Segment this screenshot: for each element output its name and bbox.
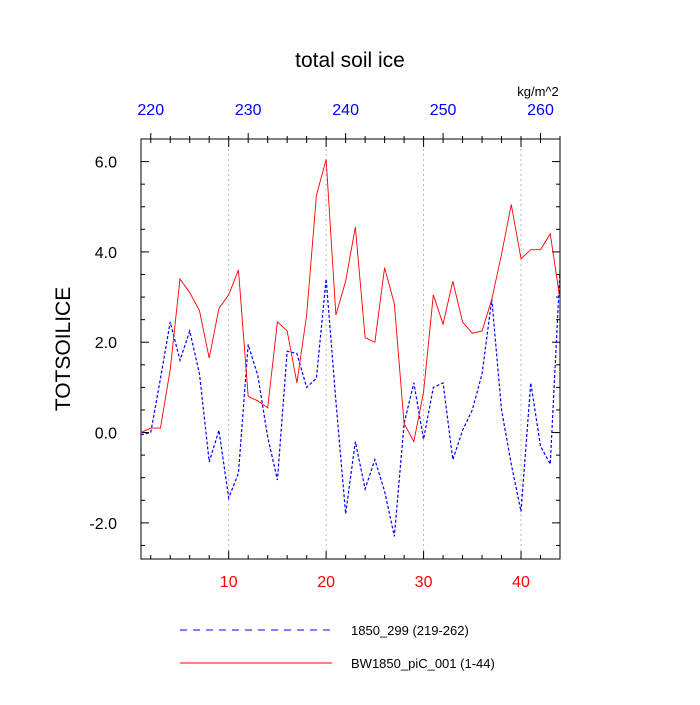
top-x-tick-label: 230 — [235, 102, 262, 119]
top-x-tick-label: 260 — [527, 102, 554, 119]
axis-tick-labels: 10 20 30 40 220 230 240 250 260 -2.0 0.0 2.0 4.0 6.0 — [89, 102, 554, 591]
series-line-bw1850-pic-001-1-44- — [141, 159, 560, 443]
y-tick-label: 6.0 — [95, 155, 117, 172]
y-tick-label: 4.0 — [95, 245, 117, 262]
y-axis-label: TOTSOILICE — [52, 287, 75, 411]
x-tick-label: 10 — [220, 574, 238, 591]
legend-label: 1850_299 (219-262) — [351, 623, 469, 638]
x-tick-label: 40 — [512, 574, 530, 591]
legend: 1850_299 (219-262) BW1850_piC_001 (1-44) — [180, 623, 495, 671]
y-tick-label: 0.0 — [95, 426, 117, 443]
gridlines — [228, 139, 522, 559]
series-lines — [141, 159, 560, 537]
y-tick-label: -2.0 — [89, 516, 117, 533]
x-tick-label: 20 — [317, 574, 335, 591]
y-tick-label: 2.0 — [95, 335, 117, 352]
chart-title: total soil ice — [295, 49, 405, 72]
axis-ticks — [141, 133, 561, 559]
plot-frame — [140, 138, 561, 560]
x-tick-label: 30 — [415, 574, 433, 591]
legend-label: BW1850_piC_001 (1-44) — [351, 656, 495, 671]
top-axis-units: kg/m^2 — [517, 84, 559, 99]
top-x-tick-label: 250 — [430, 102, 457, 119]
series-line-1850-299-219-262- — [141, 269, 560, 537]
top-x-tick-label: 220 — [137, 102, 164, 119]
top-x-tick-label: 240 — [332, 102, 359, 119]
